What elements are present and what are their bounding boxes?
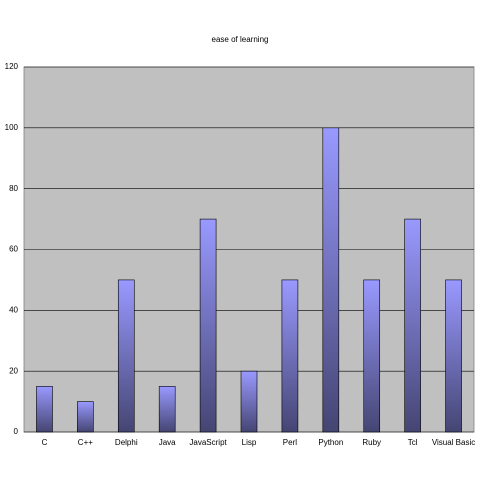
- chart-title: ease of learning: [212, 35, 269, 44]
- y-tick-label: 40: [9, 305, 18, 314]
- x-tick-label: Python: [318, 438, 343, 447]
- x-tick-label: Visual Basic: [432, 438, 475, 447]
- x-tick-label: Ruby: [362, 438, 381, 447]
- y-tick-label: 80: [9, 184, 18, 193]
- x-tick-label: Perl: [283, 438, 297, 447]
- x-tick-label: Delphi: [115, 438, 138, 447]
- bar: [363, 279, 381, 433]
- bar: [404, 218, 421, 433]
- y-tick-label: 60: [9, 245, 18, 254]
- bar: [77, 401, 94, 433]
- bar: [117, 279, 135, 433]
- x-tick-label: Lisp: [242, 438, 257, 447]
- x-tick-label: JavaScript: [189, 438, 227, 447]
- x-tick-label: C++: [78, 438, 93, 447]
- y-tick-label: 120: [5, 62, 19, 71]
- bar: [199, 218, 217, 433]
- y-tick-label: 100: [5, 123, 19, 132]
- x-tick-label: C: [42, 438, 48, 447]
- bar: [322, 127, 340, 433]
- bar: [240, 370, 258, 433]
- x-tick-label: Java: [159, 438, 176, 447]
- x-tick-label: Tcl: [408, 438, 418, 447]
- y-tick-label: 0: [14, 427, 19, 436]
- y-tick-label: 20: [9, 366, 18, 375]
- bar: [158, 386, 176, 433]
- bar: [445, 279, 462, 433]
- bar: [36, 386, 53, 433]
- bar: [281, 279, 299, 433]
